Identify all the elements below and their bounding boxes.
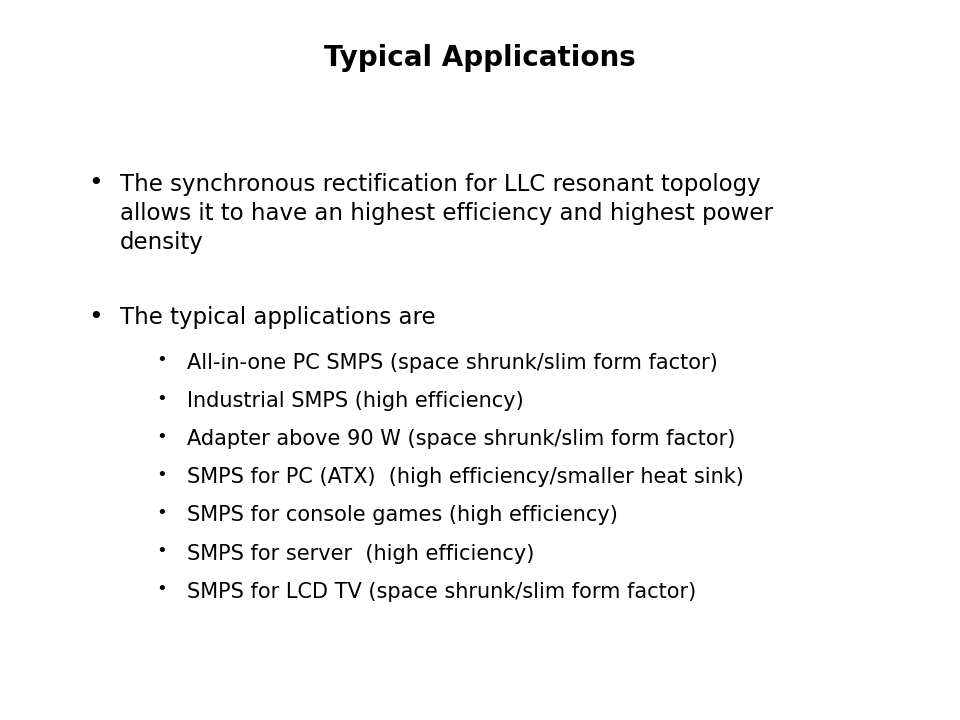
Text: The typical applications are: The typical applications are [120,306,436,329]
Text: •: • [156,580,167,598]
Text: •: • [156,542,167,560]
Text: •: • [156,390,167,408]
Text: SMPS for server  (high efficiency): SMPS for server (high efficiency) [187,544,535,564]
Text: All-in-one PC SMPS (space shrunk/slim form factor): All-in-one PC SMPS (space shrunk/slim fo… [187,353,718,373]
Text: The synchronous rectification for LLC resonant topology
allows it to have an hig: The synchronous rectification for LLC re… [120,173,773,254]
Text: Adapter above 90 W (space shrunk/slim form factor): Adapter above 90 W (space shrunk/slim fo… [187,429,735,449]
Text: •: • [88,305,103,328]
Text: •: • [156,504,167,522]
Text: Typical Applications: Typical Applications [324,44,636,71]
Text: SMPS for console games (high efficiency): SMPS for console games (high efficiency) [187,505,618,526]
Text: •: • [88,171,103,195]
Text: •: • [156,466,167,484]
Text: SMPS for PC (ATX)  (high efficiency/smaller heat sink): SMPS for PC (ATX) (high efficiency/small… [187,467,744,487]
Text: Industrial SMPS (high efficiency): Industrial SMPS (high efficiency) [187,391,524,411]
Text: •: • [156,351,167,369]
Text: •: • [156,428,167,446]
Text: SMPS for LCD TV (space shrunk/slim form factor): SMPS for LCD TV (space shrunk/slim form … [187,582,696,602]
